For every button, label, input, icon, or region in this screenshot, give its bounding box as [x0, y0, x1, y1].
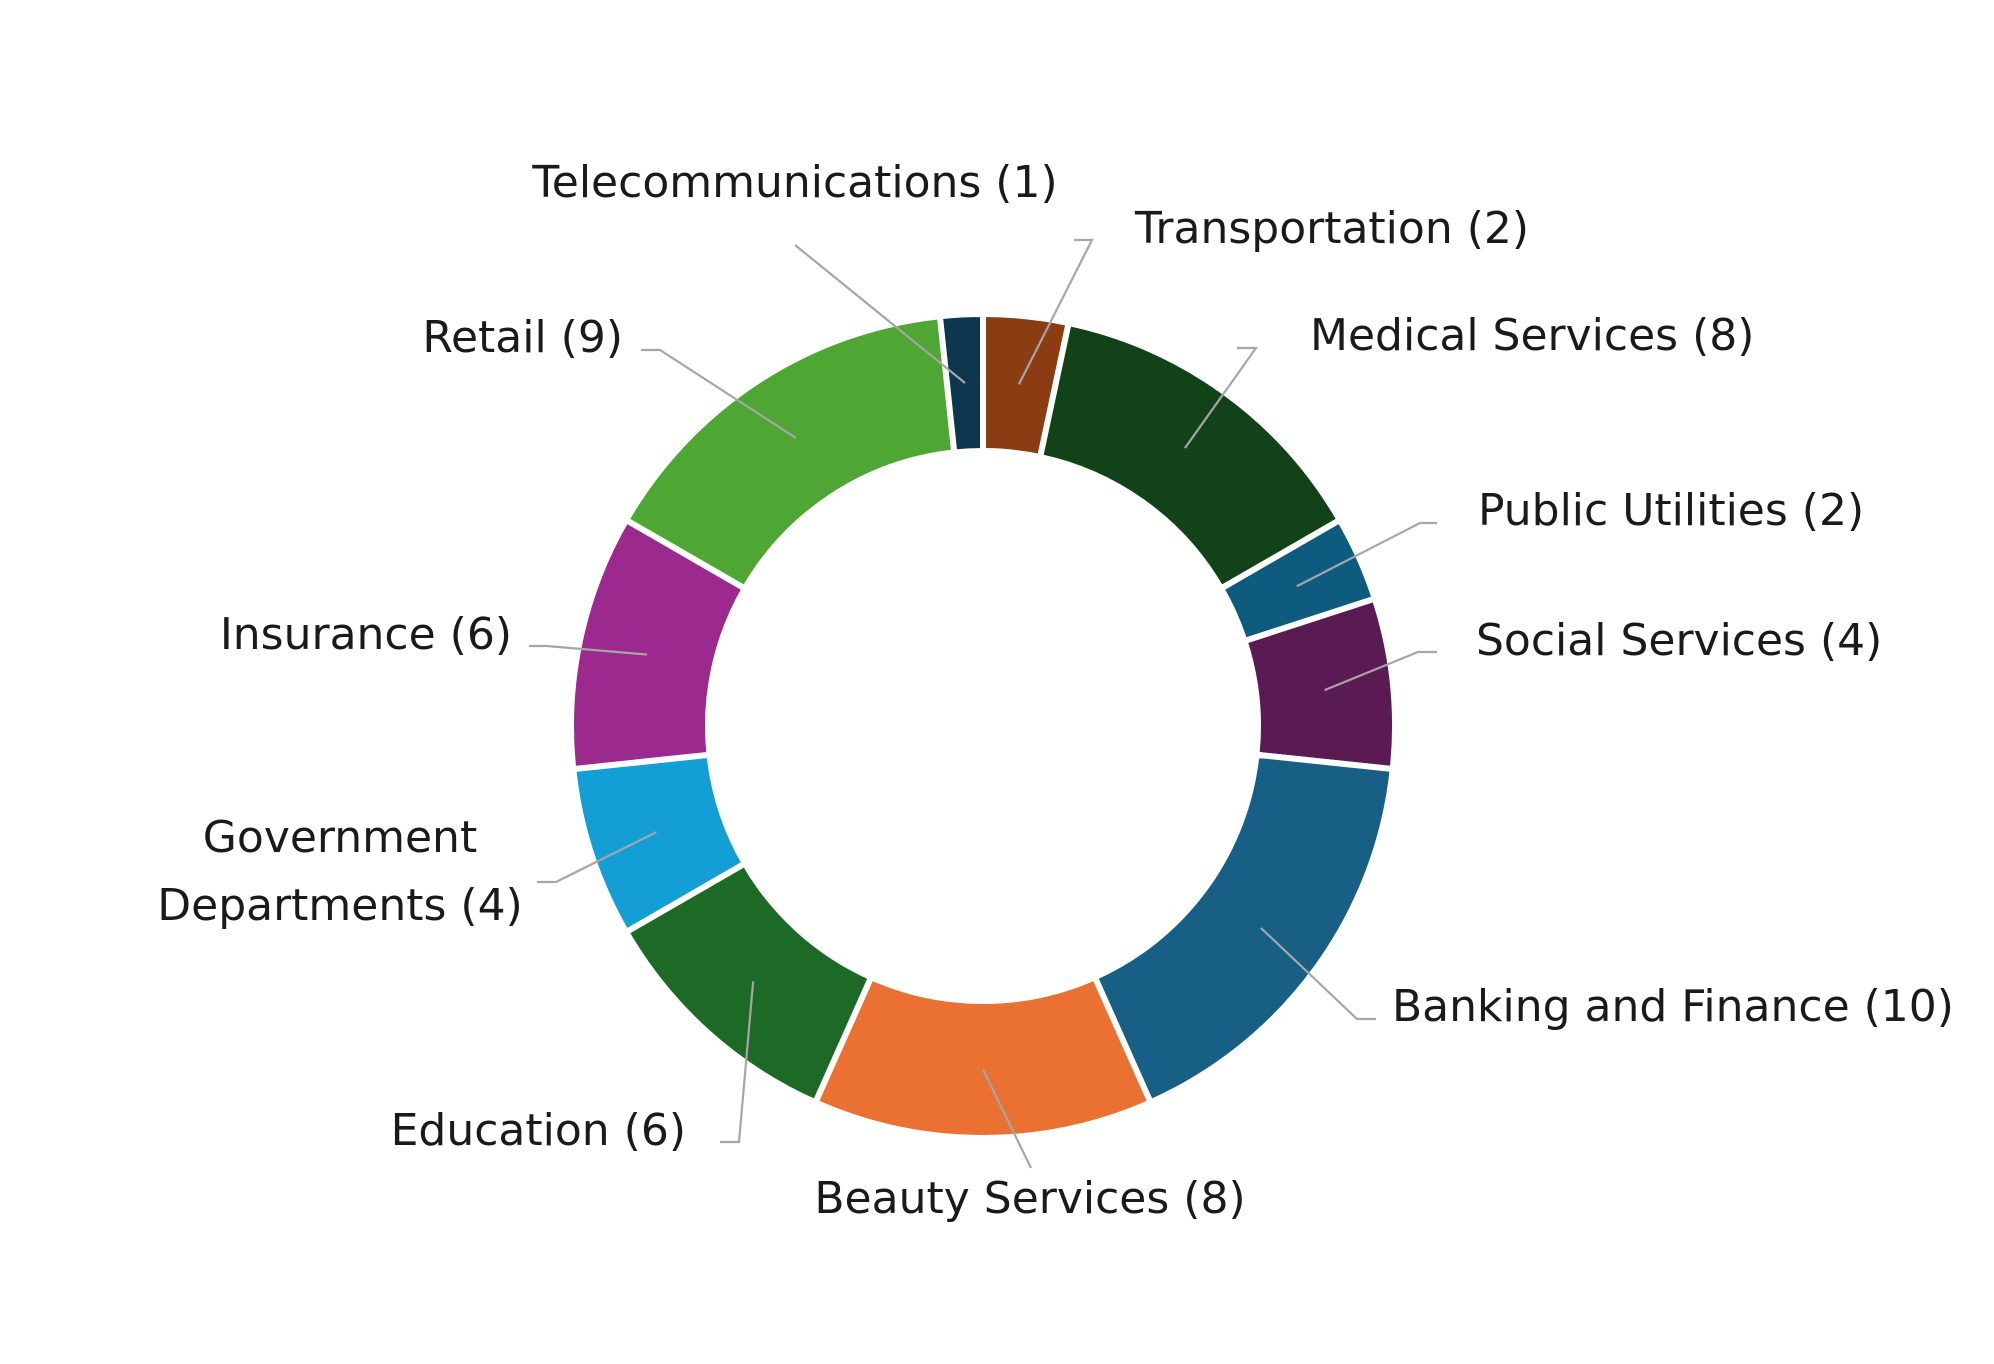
leader-retail [641, 348, 797, 439]
label-public-utilities: Public Utilities (2) [1478, 485, 1864, 536]
leader-medical-services [1184, 346, 1259, 449]
leader-beauty-services [982, 1069, 1032, 1169]
label-transportation: Transportation (2) [1134, 203, 1529, 254]
leader-banking-and-finance [1260, 927, 1376, 1021]
slice-telecommunications [936, 310, 986, 456]
leader-insurance [529, 644, 648, 656]
leader-transportation [1017, 238, 1094, 385]
label-social-services: Social Services (4) [1476, 615, 1882, 666]
slice-labels: Transportation (2) Medical Services (8) Pu… [157, 157, 1954, 1224]
slices [568, 310, 1398, 1141]
slice-banking-and-finance [1090, 751, 1397, 1107]
leader-public-utilities [1296, 521, 1437, 588]
label-medical-services: Medical Services (8) [1310, 310, 1754, 361]
label-retail: Retail (9) [422, 312, 623, 363]
label-beauty-services: Beauty Services (8) [814, 1173, 1245, 1224]
label-insurance: Insurance (6) [220, 609, 512, 660]
leader-education [720, 981, 755, 1144]
label-education: Education (6) [391, 1105, 686, 1156]
label-government-departments: Government Departments (4) [157, 812, 523, 931]
label-telecommunications: Telecommunications (1) [531, 157, 1057, 208]
label-banking-and-finance: Banking and Finance (10) [1392, 981, 1954, 1032]
leader-social-services [1324, 650, 1437, 692]
leader-telecommunications [794, 244, 966, 384]
leader-government-departments [537, 831, 657, 884]
leader-lines [529, 238, 1437, 1169]
slice-retail [622, 312, 958, 593]
slice-beauty-services [811, 973, 1155, 1141]
